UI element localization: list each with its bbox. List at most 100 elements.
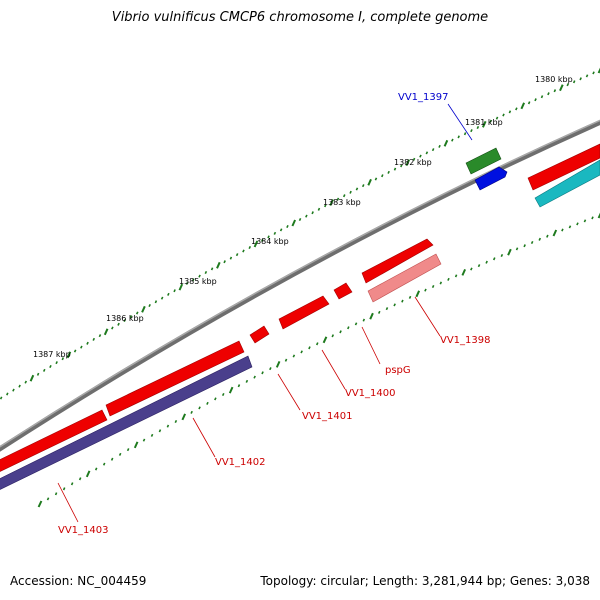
outer-minor-tick: [80, 345, 83, 349]
outer-tick-dots: [0, 67, 600, 400]
inner-minor-tick: [385, 307, 389, 311]
tick-label-1386: 1386 kbp: [106, 314, 144, 323]
inner-minor-tick: [94, 467, 98, 471]
outer-minor-tick: [438, 144, 441, 148]
inner-minor-tick: [206, 401, 209, 405]
gene-feature-right-red[interactable]: [527, 143, 600, 191]
gene-feature-vv1-1400[interactable]: [278, 295, 330, 330]
inner-minor-tick: [347, 326, 350, 330]
outer-minor-tick: [24, 380, 28, 384]
inner-minor-tick: [393, 303, 396, 307]
inner-major-tick: [85, 470, 91, 478]
inner-minor-tick: [354, 322, 358, 326]
inner-minor-tick: [561, 228, 564, 232]
outer-minor-tick: [173, 289, 176, 293]
inner-minor-tick: [190, 410, 193, 414]
outer-major-tick: [216, 261, 221, 269]
outer-minor-tick: [229, 256, 233, 260]
inner-minor-tick: [46, 497, 50, 501]
inner-minor-tick: [237, 384, 241, 388]
inner-minor-tick: [568, 225, 572, 229]
outer-minor-tick: [311, 211, 314, 215]
tick-label-1380: 1380 kbp: [535, 75, 573, 84]
outer-major-tick: [329, 199, 334, 206]
inner-minor-tick: [284, 358, 288, 362]
tick-label-1382: 1382 kbp: [394, 158, 432, 167]
inner-minor-tick: [408, 295, 412, 299]
outer-minor-tick: [305, 214, 308, 218]
inner-minor-tick: [492, 257, 496, 261]
inner-major-tick: [322, 336, 328, 344]
gene-label-vv1-1402: VV1_1402: [215, 457, 266, 468]
inner-minor-tick: [315, 342, 319, 346]
inner-minor-tick: [477, 264, 481, 268]
accession-text: Accession: NC_004459: [10, 574, 147, 588]
inner-minor-tick: [150, 433, 154, 437]
inner-minor-tick: [485, 260, 488, 264]
outer-minor-tick: [495, 116, 499, 120]
inner-minor-tick: [576, 222, 579, 226]
callout-line-vv1-1400: [321, 349, 346, 390]
inner-minor-tick: [110, 457, 114, 461]
outer-major-tick: [103, 328, 109, 336]
map-title: Vibrio vulnificus CMCP6 chromosome I, co…: [111, 10, 489, 25]
callout-line-vv1-1398: [414, 296, 441, 337]
inner-minor-tick: [523, 244, 526, 248]
outer-minor-tick: [419, 154, 422, 158]
inner-minor-tick: [54, 492, 58, 496]
outer-minor-tick: [111, 326, 114, 330]
inner-minor-tick: [308, 346, 311, 350]
gene-label-vv1-1398: VV1_1398: [440, 335, 491, 346]
outer-minor-tick: [508, 110, 512, 114]
genome-summary-text: Topology: circular; Length: 3,281,944 bp…: [260, 574, 590, 588]
outer-minor-tick: [154, 300, 158, 304]
callout-line-pspg: [361, 326, 381, 365]
outer-minor-tick: [324, 204, 327, 208]
outer-minor-tick: [502, 113, 505, 117]
gene-feature-vv1-1398-fwd[interactable]: [361, 238, 434, 284]
inner-minor-tick: [166, 424, 170, 428]
outer-major-tick: [481, 120, 487, 128]
inner-major-tick: [461, 268, 467, 276]
gene-feature-vv1-1403[interactable]: [0, 409, 108, 474]
inner-minor-tick: [546, 234, 549, 238]
outer-minor-tick: [279, 228, 283, 232]
forward-strand-genes: [0, 143, 600, 474]
outer-major-tick: [66, 351, 72, 359]
gene-feature-vv1-1397[interactable]: [474, 166, 508, 191]
gene-feature-vv1-1402[interactable]: [105, 340, 245, 417]
outer-major-tick: [141, 305, 146, 313]
gene-feature-pspg[interactable]: [333, 282, 353, 300]
tick-label-1381: 1381 kbp: [465, 118, 503, 127]
inner-minor-tick: [102, 462, 106, 466]
inner-minor-tick: [591, 216, 594, 220]
gene-feature-reverse-long[interactable]: [0, 355, 253, 492]
outer-minor-tick: [317, 207, 321, 211]
inner-minor-tick: [515, 247, 519, 251]
callout-line-vv1-1403: [57, 482, 79, 523]
outer-major-tick: [178, 283, 184, 291]
gene-feature-vv1-1398[interactable]: [367, 253, 442, 303]
inner-minor-tick: [221, 392, 225, 397]
outer-minor-tick: [18, 384, 21, 388]
outer-minor-tick: [242, 249, 245, 253]
inner-minor-tick: [118, 452, 122, 456]
inner-minor-tick: [431, 284, 435, 289]
gene-feature-teal[interactable]: [534, 159, 600, 208]
inner-minor-tick: [447, 277, 450, 281]
gene-feature-green[interactable]: [465, 147, 502, 175]
outer-minor-tick: [342, 194, 346, 198]
inner-minor-tick: [245, 379, 249, 383]
inner-minor-tick: [538, 237, 542, 241]
inner-minor-tick: [339, 330, 342, 334]
inner-minor-tick: [198, 406, 201, 410]
outer-minor-tick: [489, 119, 492, 123]
outer-minor-tick: [355, 187, 359, 191]
gene-feature-vv1-1401[interactable]: [249, 325, 270, 344]
inner-major-tick: [415, 290, 421, 298]
inner-minor-tick: [174, 419, 178, 424]
inner-major-tick: [133, 441, 139, 449]
outer-minor-tick: [167, 292, 170, 296]
outer-minor-tick: [592, 71, 595, 75]
outer-minor-tick: [515, 107, 518, 111]
